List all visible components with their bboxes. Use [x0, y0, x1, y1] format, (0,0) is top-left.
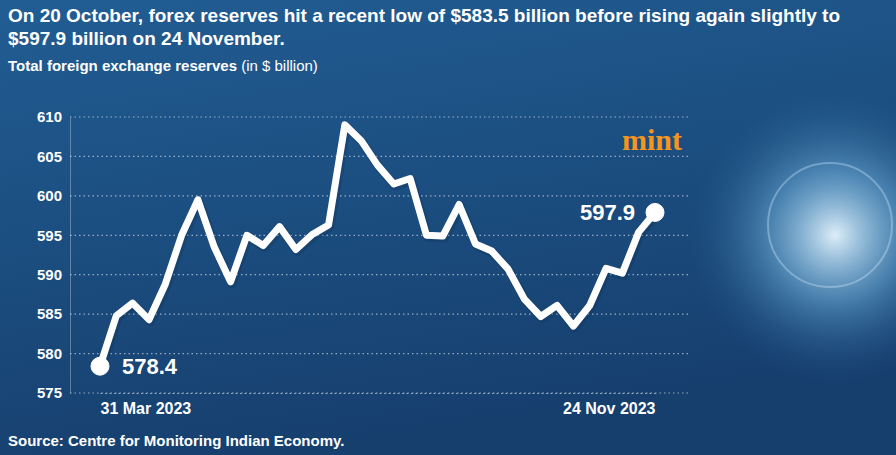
- chart-svg: On 20 October, forex reserves hit a rece…: [0, 0, 896, 455]
- decoration-globe: [768, 163, 892, 287]
- source: Source: Centre for Monitoring Indian Eco…: [8, 432, 344, 449]
- grid-line: [70, 274, 690, 275]
- title: On 20 October, forex reserves hit a rece…: [8, 5, 840, 49]
- x-axis: 31 Mar 2023 24 Nov 2023: [101, 393, 656, 417]
- logo: mint: [622, 123, 682, 156]
- series-line: [100, 125, 655, 366]
- y-tick-label: 610: [37, 108, 62, 125]
- decoration-glow: [685, 85, 896, 385]
- y-tick: 590: [37, 266, 70, 283]
- y-tick-label: 580: [37, 345, 62, 362]
- y-tick-label: 585: [37, 305, 62, 322]
- annotation: 597.9: [580, 200, 635, 225]
- x-axis-line: [101, 393, 656, 394]
- y-tick: 580: [37, 345, 70, 362]
- y-tick: 605: [37, 148, 70, 165]
- y-tick-label: 595: [37, 227, 62, 244]
- y-tick-label: 575: [37, 384, 62, 401]
- x-tick: 24 Nov 2023: [563, 393, 656, 417]
- y-axis-line: [70, 118, 71, 394]
- grid-line: [70, 195, 690, 196]
- x-tick-label: 31 Mar 2023: [101, 400, 192, 417]
- end-point: [91, 357, 109, 375]
- plot-area: [91, 125, 664, 375]
- grid: [70, 117, 690, 393]
- subtitle: Total foreign exchange reserves (in $ bi…: [8, 57, 318, 74]
- y-tick: 600: [37, 187, 70, 204]
- end-point: [646, 203, 664, 221]
- grid-line: [70, 156, 690, 157]
- y-tick: 610: [37, 108, 70, 125]
- annotation: 578.4: [122, 354, 178, 379]
- y-tick: 595: [37, 227, 70, 244]
- y-tick: 575: [37, 384, 70, 401]
- grid-line: [70, 314, 690, 315]
- grid-line: [70, 116, 690, 117]
- y-axis: 575 580 585 590 595 600 605 610: [37, 108, 71, 401]
- x-tick: 31 Mar 2023: [101, 393, 192, 417]
- grid-line: [70, 392, 690, 393]
- y-tick-label: 605: [37, 148, 62, 165]
- grid-line: [70, 235, 690, 236]
- y-tick-label: 600: [37, 187, 62, 204]
- y-tick-label: 590: [37, 266, 62, 283]
- x-tick-label: 24 Nov 2023: [563, 400, 656, 417]
- y-tick: 585: [37, 305, 70, 322]
